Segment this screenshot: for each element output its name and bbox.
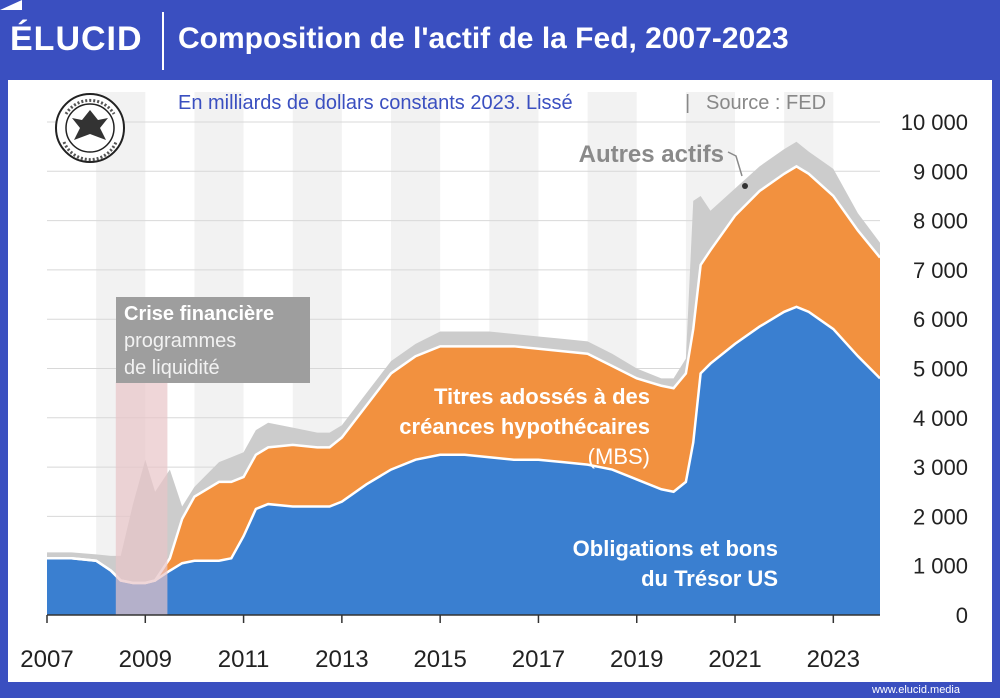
chart-subtitle: En milliards de dollars constants 2023. …	[178, 92, 573, 114]
x-tick-label-2007: 2007	[20, 646, 73, 673]
x-tick-label-2019: 2019	[610, 646, 663, 673]
y-tick-label-8000: 8 000	[913, 209, 968, 234]
crisis-line-2: de liquidité	[124, 357, 220, 379]
y-tick-label-10000: 10 000	[901, 110, 968, 135]
x-tick-label-2011: 2011	[218, 646, 270, 673]
mbs-label-line-2: créances hypothécaires	[399, 414, 650, 439]
x-tick-label-2015: 2015	[413, 646, 466, 673]
y-tick-label-9000: 9 000	[913, 159, 968, 184]
crisis-line-1: programmes	[124, 330, 236, 352]
crisis-band	[115, 382, 168, 615]
x-tick-label-2017: 2017	[512, 646, 565, 673]
x-tick-label-2021: 2021	[708, 646, 761, 673]
seal-ring-text-top	[64, 98, 116, 115]
x-tick-label-2013: 2013	[315, 646, 368, 673]
chart-source: Source : FED	[706, 92, 826, 114]
y-tick-label-0: 0	[956, 603, 968, 628]
crisis-box	[116, 297, 310, 383]
other-assets-leader	[727, 151, 743, 177]
y-tick-label-2000: 2 000	[913, 504, 968, 529]
other-assets-dot	[742, 183, 748, 189]
mbs-label-line-3: (MBS)	[588, 444, 650, 469]
crisis-title: Crise financière	[124, 303, 274, 325]
y-tick-label-4000: 4 000	[913, 406, 968, 431]
fed-seal-icon	[55, 93, 125, 163]
treasury-label-line-2: du Trésor US	[641, 566, 778, 591]
subtitle-separator: |	[685, 92, 690, 114]
mbs-area	[47, 166, 880, 583]
other-assets-label: Autres actifs	[579, 141, 724, 168]
treasury-label-line-1: Obligations et bons	[573, 536, 778, 561]
brand-logo: ÉLUCID	[10, 20, 143, 58]
footer-url: www.elucid.media	[871, 684, 960, 696]
footer-logo-icon	[0, 0, 22, 10]
treasury-area	[47, 306, 880, 615]
crisis-band-group: Crise financière programmes de liquidité	[115, 297, 310, 615]
header: ÉLUCID Composition de l'actif de la Fed,…	[0, 0, 1000, 80]
header-divider	[162, 12, 164, 70]
y-tick-label-3000: 3 000	[913, 455, 968, 480]
mbs-label-line-1: Titres adossés à des	[434, 384, 650, 409]
axes: 2007 2009 2011 2013 2015 2017 2019 2021 2023 0 1 0…	[20, 110, 968, 673]
y-tick-label-7000: 7 000	[913, 258, 968, 283]
seal-eagle	[72, 110, 108, 140]
x-tick-label-2023: 2023	[807, 646, 860, 673]
x-tick-label-2009: 2009	[119, 646, 172, 673]
y-tick-label-1000: 1 000	[913, 554, 968, 579]
y-tick-label-5000: 5 000	[913, 357, 968, 382]
seal-ring-text-bottom	[62, 141, 118, 162]
seal-inner	[65, 103, 115, 153]
page-title: Composition de l'actif de la Fed, 2007-2…	[178, 22, 789, 55]
annotation-labels: En milliards de dollars constants 2023. …	[178, 92, 826, 591]
y-tick-label-6000: 6 000	[913, 307, 968, 332]
